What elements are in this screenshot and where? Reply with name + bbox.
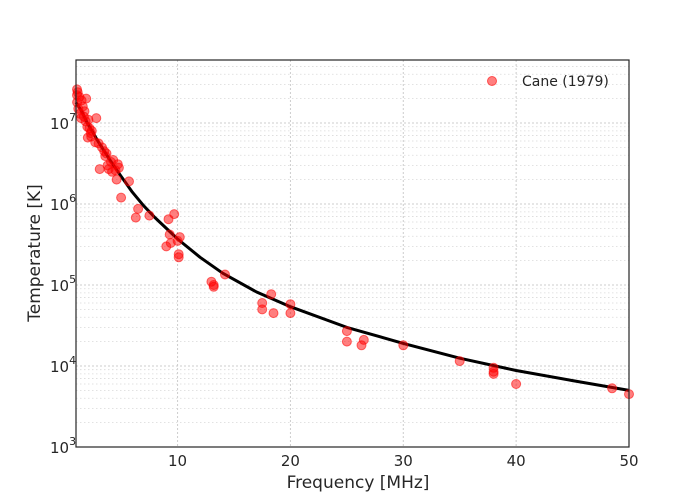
plot-area	[72, 84, 634, 400]
x-tick-label: 20	[281, 452, 300, 470]
legend: Cane (1979)	[487, 74, 609, 90]
x-tick-label: 30	[394, 452, 413, 470]
data-point	[607, 383, 618, 394]
data-point	[111, 174, 122, 185]
data-point	[113, 162, 124, 173]
data-point	[220, 269, 230, 280]
data-point	[101, 148, 112, 159]
data-point	[341, 336, 352, 347]
legend-marker	[487, 76, 497, 86]
y-tick-exponent: 5	[69, 273, 76, 286]
data-point	[341, 326, 352, 337]
axes-frame	[75, 59, 630, 448]
data-point	[454, 356, 465, 367]
x-tick-label: 40	[507, 452, 526, 470]
data-point	[398, 340, 409, 351]
data-point	[81, 93, 92, 104]
data-point	[169, 209, 180, 220]
x-tick-label: 10	[168, 452, 187, 470]
data-point	[144, 210, 155, 221]
data-point	[130, 212, 141, 223]
legend-label: Cane (1979)	[522, 74, 609, 90]
data-point	[358, 334, 369, 345]
data-point	[511, 379, 522, 389]
data-point	[488, 362, 499, 373]
data-point	[208, 280, 219, 290]
x-tick-label: 50	[619, 452, 638, 470]
y-axis-label: Temperature [K]	[25, 184, 45, 323]
y-tick-exponent: 4	[69, 354, 76, 367]
y-tick-exponent: 7	[69, 111, 76, 124]
data-point	[133, 203, 144, 214]
data-point	[266, 289, 277, 300]
data-point	[174, 232, 185, 243]
y-tick-exponent: 3	[69, 435, 76, 448]
data-point	[79, 106, 90, 117]
data-point	[285, 308, 296, 319]
data-point	[268, 308, 279, 319]
x-axis-label: Frequency [MHz]	[287, 473, 430, 493]
data-point	[124, 176, 134, 187]
data-point	[86, 125, 97, 136]
data-point	[116, 192, 127, 203]
data-point	[257, 298, 268, 308]
data-point	[91, 113, 102, 124]
data-point	[285, 299, 296, 310]
y-tick-exponent: 6	[69, 192, 76, 205]
data-point	[164, 229, 175, 240]
data-point	[173, 252, 184, 263]
